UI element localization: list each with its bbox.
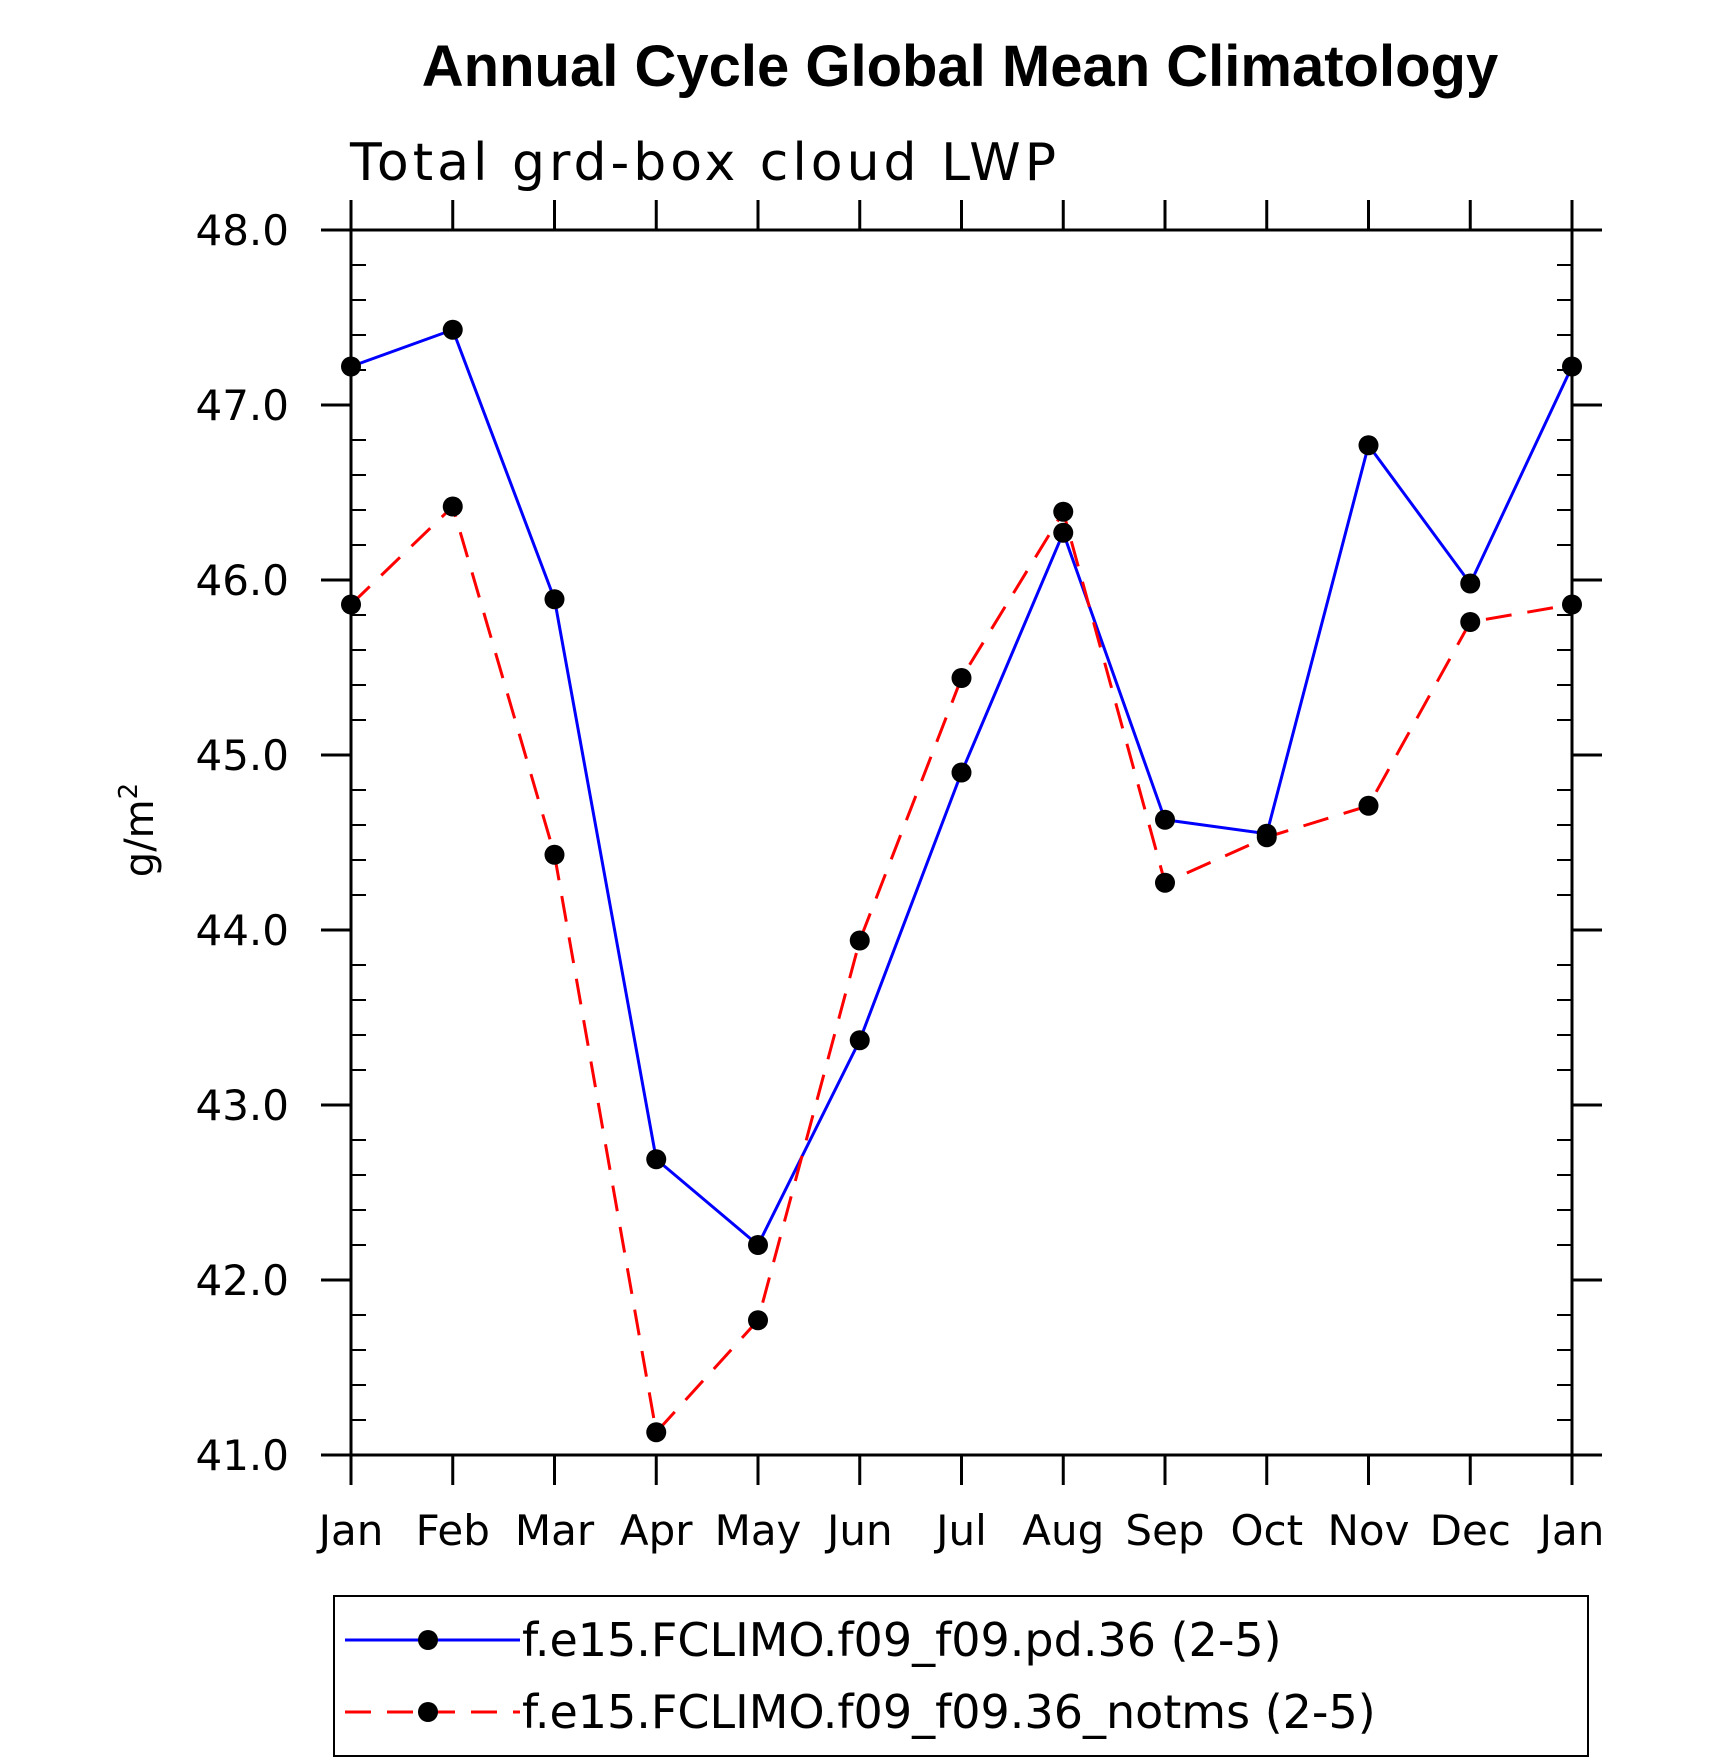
y-axis-label: g/m2	[114, 783, 163, 877]
y-tick-label: 46.0	[195, 556, 289, 605]
x-tick-label: Apr	[620, 1506, 693, 1555]
y-tick-label: 41.0	[195, 1431, 289, 1480]
chart-title: Annual Cycle Global Mean Climatology	[422, 34, 1498, 99]
axis-ticks	[321, 200, 1602, 1485]
series-2-point	[646, 1422, 667, 1443]
series-2-point	[1358, 795, 1379, 816]
series-2-point	[748, 1310, 768, 1331]
chart-subtitle: Total grd-box cloud LWP	[349, 133, 1060, 193]
x-tick-label: Jan	[316, 1506, 384, 1555]
x-tick-labels: Jan Feb Mar Apr May Jun Jul Aug Sep Oct Nov Dec Jan	[316, 1506, 1605, 1555]
legend-entries: f.e15.FCLIMO.f09_f09.pd.36 (2-5) f.e15.FC…	[345, 1613, 1376, 1739]
x-tick-label: Jan	[1537, 1506, 1605, 1555]
series-2-point	[1155, 872, 1175, 893]
series-1-point	[1460, 573, 1481, 594]
series-1-point	[1053, 522, 1074, 543]
series-markers	[341, 319, 1582, 1443]
series-1-point	[748, 1235, 768, 1255]
x-tick-label: Aug	[1022, 1506, 1104, 1555]
x-tick-label: Jul	[933, 1506, 987, 1555]
series-1-point	[951, 762, 972, 783]
series-1-point	[544, 589, 565, 610]
series-2-point	[1460, 612, 1481, 632]
series-lines	[349, 327, 1574, 1436]
series-2-point	[849, 930, 870, 951]
series-1-point	[442, 319, 463, 340]
x-tick-label: Feb	[416, 1506, 490, 1555]
series-1-point	[849, 1030, 870, 1051]
legend-box	[333, 1595, 1589, 1757]
y-tick-label: 47.0	[195, 381, 289, 430]
plot-frame	[349, 228, 1574, 1457]
y-axis-label-superscript: 2	[114, 783, 144, 800]
x-tick-label: Nov	[1328, 1506, 1410, 1555]
y-tick-label: 44.0	[195, 906, 289, 955]
svg-text:g/m2: g/m2	[114, 783, 163, 877]
legend-marker-2	[418, 1702, 438, 1722]
series-1-point	[1155, 809, 1175, 830]
y-tick-label: 45.0	[195, 731, 289, 780]
series-1-point	[1358, 435, 1379, 456]
series-2-point	[1053, 501, 1074, 522]
y-tick-label: 42.0	[195, 1256, 289, 1305]
x-tick-label: Dec	[1430, 1506, 1511, 1555]
x-tick-label: Oct	[1230, 1506, 1303, 1555]
x-tick-label: Jun	[824, 1506, 893, 1555]
series-2-point	[951, 668, 972, 688]
x-tick-label: May	[715, 1506, 802, 1555]
x-tick-label: Sep	[1125, 1506, 1204, 1555]
legend: f.e15.FCLIMO.f09_f09.pd.36 (2-5) f.e15.FC…	[333, 1595, 1589, 1757]
y-tick-label: 48.0	[195, 206, 289, 255]
legend-marker-1	[418, 1630, 438, 1650]
series-2-point	[442, 496, 463, 517]
series-1-point	[646, 1149, 667, 1170]
series-2-point	[1256, 827, 1277, 848]
y-tick-label: 43.0	[195, 1081, 289, 1130]
x-tick-label: Mar	[515, 1506, 595, 1555]
y-tick-labels: 41.0 42.0 43.0 44.0 45.0 46.0 47.0 48.0	[195, 206, 289, 1480]
series-line-2	[349, 503, 1573, 1436]
y-axis-label-text: g/m	[117, 799, 163, 877]
legend-label-2: f.e15.FCLIMO.f09_f09.36_notms (2-5)	[522, 1685, 1376, 1739]
legend-label-1: f.e15.FCLIMO.f09_f09.pd.36 (2-5)	[522, 1613, 1282, 1667]
series-2-point	[544, 844, 565, 865]
